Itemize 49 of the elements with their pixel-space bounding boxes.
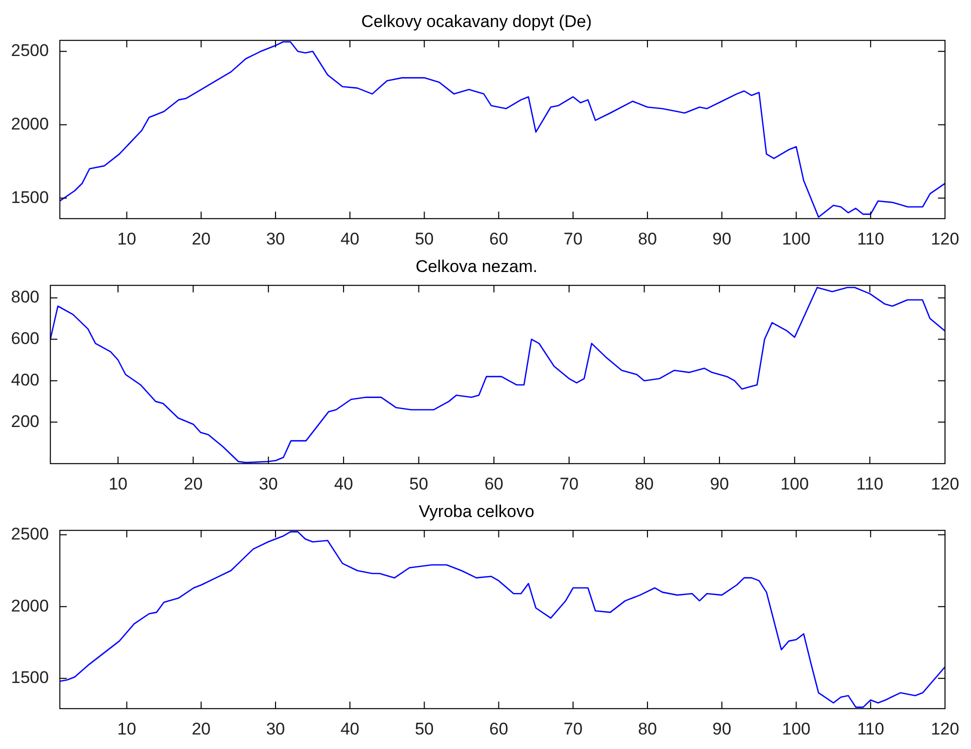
x-tick-label: 80	[638, 719, 657, 738]
x-tick-label: 40	[340, 229, 360, 248]
y-tick-label: 1500	[10, 188, 49, 207]
x-tick-label: 20	[192, 229, 211, 248]
y-tick-label: 2500	[10, 524, 49, 544]
x-tick-label: 30	[266, 719, 285, 738]
chart-title: Celkovy ocakavany dopyt (De)	[361, 12, 592, 31]
x-tick-label: 120	[930, 474, 960, 494]
x-tick-label: 80	[634, 474, 654, 494]
x-tick-label: 30	[266, 229, 285, 248]
x-tick-label: 100	[780, 474, 809, 494]
x-tick-label: 110	[857, 229, 884, 248]
x-tick-label: 90	[712, 229, 732, 248]
x-tick-label: 70	[560, 474, 579, 494]
x-tick-label: 100	[782, 229, 810, 248]
y-tick-label: 800	[10, 288, 40, 307]
y-tick-label: 2000	[10, 596, 49, 616]
y-tick-label: 400	[10, 370, 40, 390]
x-tick-label: 50	[414, 719, 434, 738]
x-tick-label: 40	[340, 719, 360, 738]
x-tick-label: 50	[414, 229, 434, 248]
x-tick-label: 40	[334, 474, 354, 494]
y-tick-label: 600	[10, 328, 40, 348]
x-tick-label: 120	[930, 719, 960, 738]
x-tick-label: 10	[108, 474, 128, 494]
x-tick-label: 110	[856, 474, 884, 494]
chart-title: Vyroba celkovo	[418, 502, 534, 521]
x-tick-label: 10	[117, 719, 136, 738]
y-tick-label: 200	[10, 412, 40, 431]
y-tick-label: 2000	[10, 114, 49, 134]
x-tick-label: 20	[184, 474, 203, 494]
x-tick-label: 70	[564, 719, 583, 738]
x-tick-label: 50	[409, 474, 428, 494]
x-tick-label: 80	[638, 229, 657, 248]
x-tick-label: 10	[117, 229, 136, 248]
x-tick-label: 110	[857, 719, 884, 738]
x-tick-label: 60	[489, 719, 508, 738]
y-tick-label: 1500	[10, 668, 49, 688]
x-tick-label: 70	[564, 229, 583, 248]
y-tick-label: 2500	[10, 41, 49, 60]
x-tick-label: 90	[712, 719, 732, 738]
x-tick-label: 60	[484, 474, 504, 494]
x-tick-label: 30	[258, 474, 278, 494]
chart-title: Celkova nezam.	[416, 256, 538, 276]
x-tick-label: 120	[930, 229, 960, 248]
x-tick-label: 20	[192, 719, 211, 738]
x-tick-label: 100	[782, 719, 810, 738]
x-tick-label: 60	[489, 229, 508, 248]
x-tick-label: 90	[710, 474, 729, 494]
